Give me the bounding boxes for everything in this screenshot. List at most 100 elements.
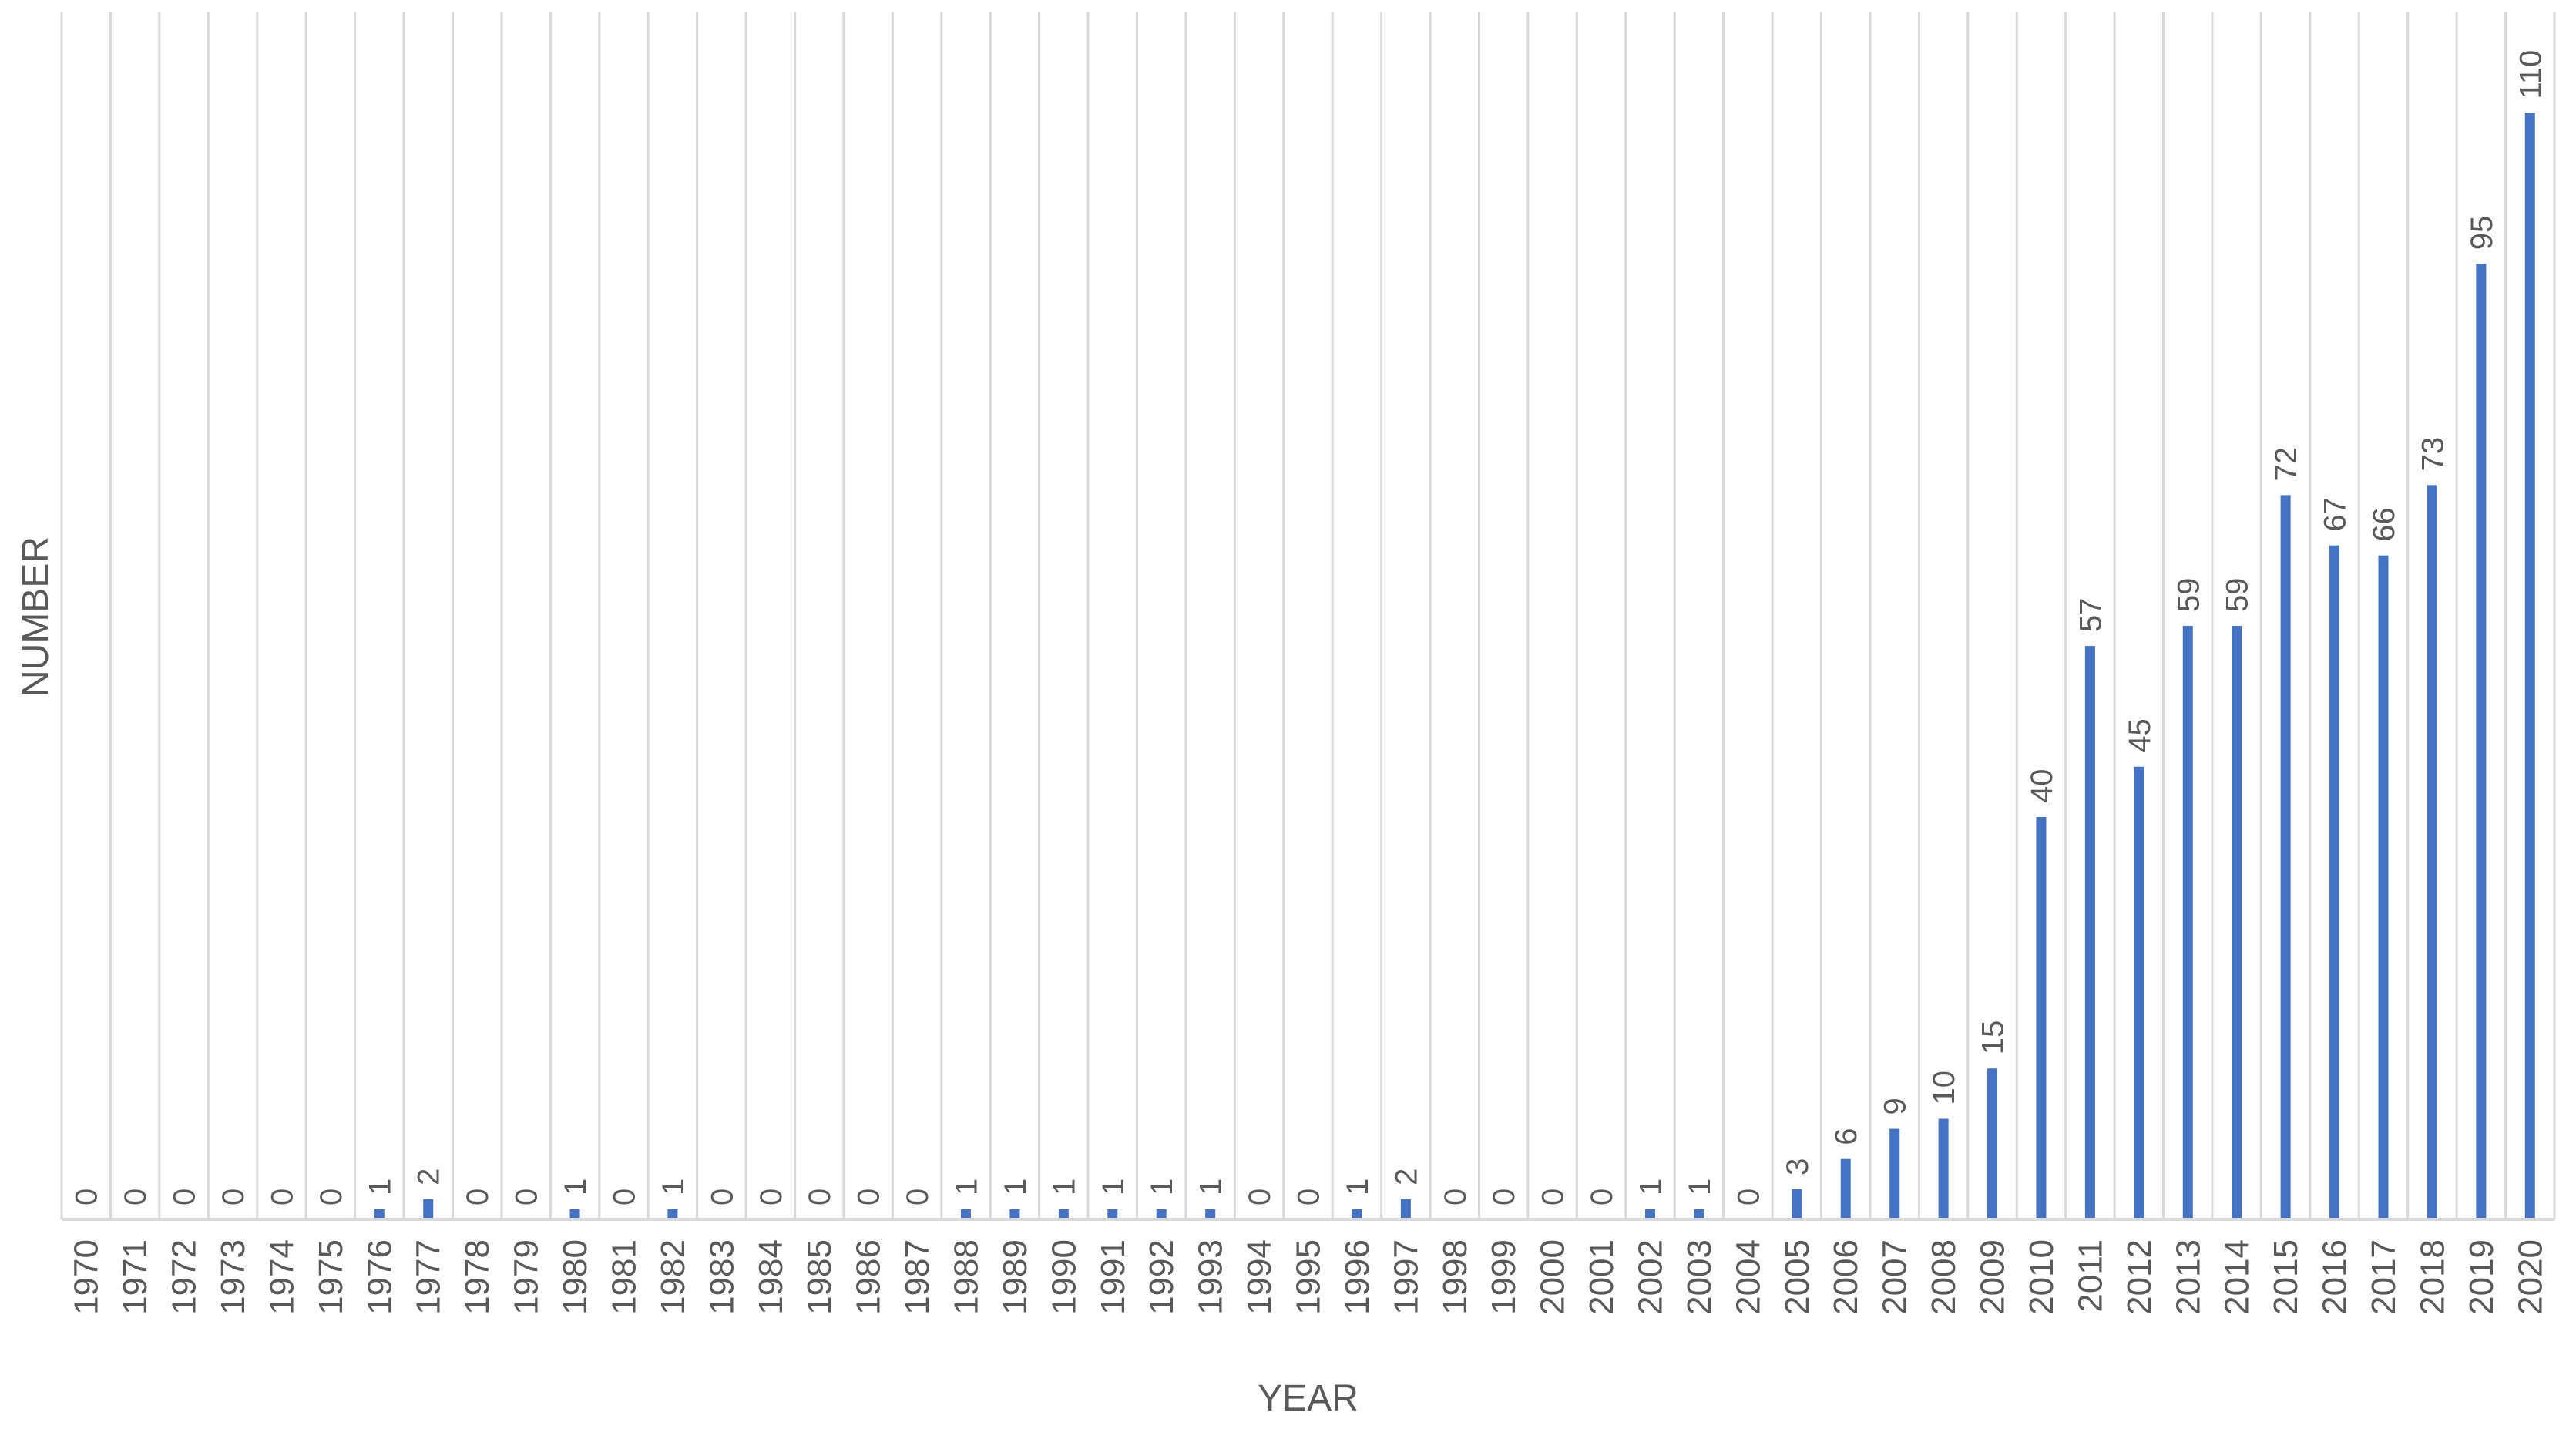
data-label: 1 <box>949 1179 983 1195</box>
data-label: 0 <box>1439 1189 1473 1205</box>
x-tick-label: 1991 <box>1094 1239 1132 1315</box>
data-label: 1 <box>559 1179 593 1195</box>
bar <box>1156 1209 1167 1219</box>
data-label: 1 <box>1683 1179 1717 1195</box>
x-tick-label: 2019 <box>2463 1239 2500 1315</box>
data-label: 10 <box>1927 1071 1961 1105</box>
x-tick-label: 1984 <box>752 1239 790 1315</box>
x-tick-label: 2001 <box>1583 1239 1620 1315</box>
x-tick-label: 1990 <box>1045 1239 1083 1315</box>
x-tick-label: 2005 <box>1778 1239 1816 1315</box>
x-tick-label: 2018 <box>2413 1239 2451 1315</box>
bars <box>374 113 2535 1219</box>
data-label: 2 <box>412 1168 446 1185</box>
bar <box>2134 766 2144 1219</box>
data-label: 3 <box>1781 1158 1815 1175</box>
gridlines <box>60 12 2556 1219</box>
data-label: 0 <box>1243 1189 1277 1205</box>
bar <box>1009 1209 1020 1219</box>
data-label: 0 <box>705 1189 739 1205</box>
x-tick-label: 2016 <box>2316 1239 2354 1315</box>
x-tick-label: 1982 <box>654 1239 692 1315</box>
x-tick-label: 2004 <box>1729 1239 1767 1315</box>
data-label: 1 <box>1634 1179 1668 1195</box>
data-label: 66 <box>2367 507 2401 542</box>
x-tick-label: 1971 <box>116 1239 154 1315</box>
data-label: 67 <box>2319 497 2353 532</box>
data-label: 15 <box>1977 1020 2010 1055</box>
x-tick-label: 1999 <box>1485 1239 1523 1315</box>
bar <box>1058 1209 1069 1219</box>
x-tick-label: 2000 <box>1534 1239 1572 1315</box>
data-label: 9 <box>1879 1098 1913 1115</box>
bar <box>2232 626 2242 1219</box>
x-tick-label: 1992 <box>1143 1239 1181 1315</box>
data-label: 0 <box>1537 1189 1570 1205</box>
x-tick-label: 1976 <box>361 1239 398 1315</box>
bar <box>1694 1209 1704 1219</box>
x-tick-label: 1987 <box>898 1239 936 1315</box>
bar <box>1205 1209 1216 1219</box>
x-tick-label: 1997 <box>1387 1239 1425 1315</box>
x-tick-label: 1993 <box>1192 1239 1230 1315</box>
data-label: 0 <box>1487 1189 1521 1205</box>
data-label: 0 <box>119 1189 153 1205</box>
data-label: 0 <box>803 1189 837 1205</box>
bar <box>2182 626 2193 1219</box>
x-tick-label: 1970 <box>68 1239 106 1315</box>
data-label: 0 <box>754 1189 788 1205</box>
x-tick-label: 2003 <box>1681 1239 1718 1315</box>
x-tick-label: 2011 <box>2071 1239 2109 1313</box>
x-tick-label: 2013 <box>2169 1239 2207 1315</box>
x-tick-label: 2017 <box>2365 1239 2403 1315</box>
x-tick-label: 1985 <box>801 1239 838 1315</box>
data-label: 0 <box>1292 1189 1326 1205</box>
x-tick-label: 1973 <box>214 1239 252 1315</box>
data-label: 0 <box>217 1189 250 1205</box>
data-label: 1 <box>1341 1179 1375 1195</box>
data-label: 1 <box>1047 1179 1081 1195</box>
data-label: 0 <box>70 1189 104 1205</box>
bar <box>1840 1158 1851 1219</box>
bar <box>2036 817 2047 1219</box>
bar <box>1400 1199 1411 1219</box>
x-tick-label: 1972 <box>166 1239 203 1315</box>
x-tick-label: 1979 <box>508 1239 546 1315</box>
x-tick-label: 1983 <box>703 1239 741 1315</box>
data-label: 95 <box>2465 216 2499 250</box>
x-axis-title: YEAR <box>1258 1378 1359 1419</box>
data-label: 0 <box>1731 1189 1765 1205</box>
data-label: 72 <box>2269 447 2303 482</box>
data-label: 57 <box>2074 598 2107 633</box>
x-tick-labels: 1970 1971 1972 1973 1974 1975 1976 1977 1978 1979… <box>68 1239 2550 1315</box>
data-label: 40 <box>2025 769 2059 804</box>
x-tick-label: 2009 <box>1974 1239 2012 1315</box>
data-label: 1 <box>1097 1179 1130 1195</box>
x-tick-label: 2002 <box>1632 1239 1670 1315</box>
data-label: 110 <box>2514 50 2547 99</box>
data-label: 1 <box>1194 1179 1228 1195</box>
data-label: 6 <box>1829 1128 1863 1145</box>
bar <box>960 1209 971 1219</box>
data-label: 1 <box>363 1179 397 1195</box>
x-tick-label: 1995 <box>1290 1239 1328 1315</box>
data-label: 0 <box>607 1189 641 1205</box>
data-label: 1 <box>1145 1179 1179 1195</box>
bar <box>1107 1209 1118 1219</box>
bar <box>2280 495 2291 1219</box>
x-tick-label: 2014 <box>2218 1239 2256 1315</box>
bar <box>2378 555 2389 1219</box>
bar <box>1792 1189 1802 1219</box>
y-axis-title: NUMBER <box>15 536 56 697</box>
data-label: 1 <box>657 1179 690 1195</box>
x-tick-label: 1988 <box>947 1239 985 1315</box>
data-label: 2 <box>1389 1168 1423 1185</box>
x-tick-label: 1996 <box>1338 1239 1376 1315</box>
x-tick-label: 1989 <box>996 1239 1034 1315</box>
x-tick-label: 1994 <box>1241 1239 1278 1315</box>
bar <box>1645 1209 1656 1219</box>
data-label: 0 <box>168 1189 202 1205</box>
data-label: 0 <box>510 1189 544 1205</box>
bar <box>374 1209 385 1219</box>
